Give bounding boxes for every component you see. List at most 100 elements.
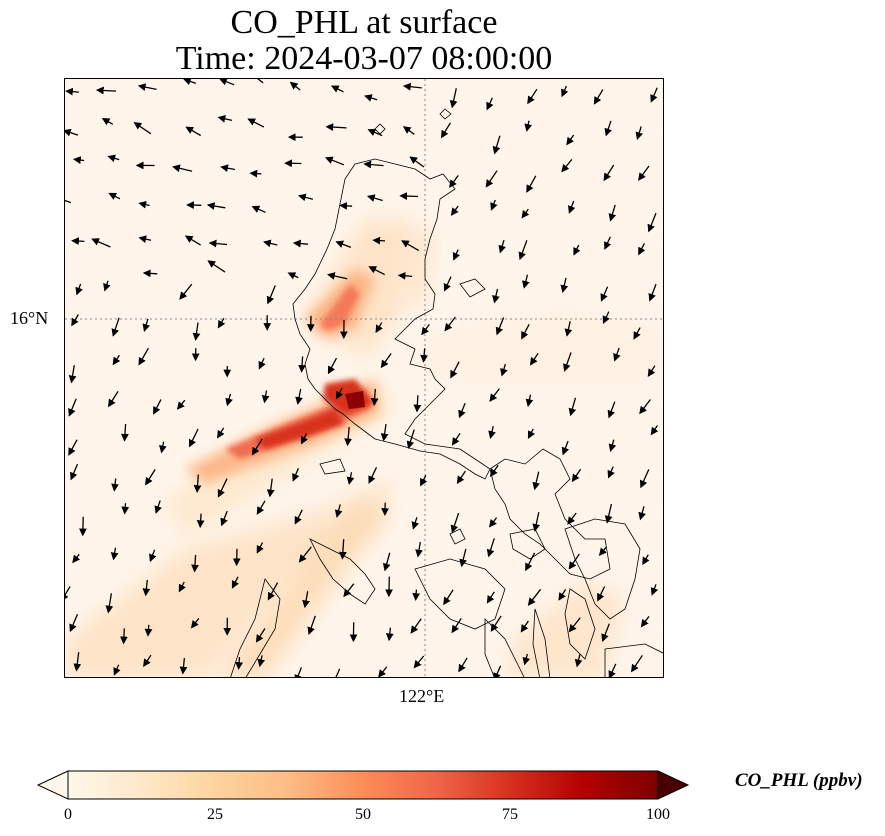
wind-vector-arrow bbox=[287, 272, 299, 280]
wind-vector-arrow bbox=[75, 283, 83, 296]
wind-vector-arrow bbox=[292, 239, 309, 248]
wind-vector-arrow bbox=[368, 467, 378, 484]
wind-vector-arrow bbox=[593, 89, 604, 105]
wind-vector-arrow bbox=[172, 164, 193, 173]
coastline-islet-2 bbox=[439, 108, 452, 120]
wind-vector-arrow bbox=[110, 547, 119, 561]
wind-vector-arrow bbox=[208, 239, 228, 248]
wind-vector-arrow bbox=[412, 589, 421, 601]
wind-vector-arrow bbox=[608, 204, 617, 222]
wind-vector-arrow bbox=[300, 433, 308, 445]
plume-east-luzon bbox=[415, 309, 663, 379]
plume-northeast bbox=[405, 229, 435, 309]
latitude-tick-label: 16°N bbox=[10, 308, 49, 328]
wind-vector-arrow bbox=[638, 243, 646, 256]
wind-vector-arrow bbox=[176, 399, 186, 410]
wind-vector-arrow bbox=[419, 474, 428, 487]
wind-vector-arrow bbox=[450, 512, 460, 534]
wind-vector-arrow bbox=[298, 356, 306, 373]
wind-vector-arrow bbox=[207, 260, 226, 273]
wind-vector-arrow bbox=[489, 464, 499, 477]
wind-vector-arrow bbox=[489, 517, 498, 528]
wind-vector-arrow bbox=[206, 202, 226, 210]
plume-manila-core bbox=[255, 409, 345, 449]
wind-vector-arrow bbox=[188, 428, 199, 448]
wind-vector-arrow bbox=[526, 175, 537, 193]
colorbar-title: CO_PHL (ppbv) bbox=[735, 770, 863, 791]
wind-vector-arrow bbox=[603, 164, 615, 182]
wind-vector-arrow bbox=[492, 288, 500, 304]
wind-vector-arrow bbox=[261, 390, 270, 404]
wind-vector-arrow bbox=[68, 398, 77, 417]
wind-vector-arrow bbox=[635, 126, 644, 141]
wind-vector-arrow bbox=[640, 616, 650, 628]
colorbar-tick-label: 100 bbox=[646, 806, 670, 823]
wind-vector-arrow bbox=[298, 546, 312, 563]
wind-vectors bbox=[65, 79, 659, 677]
wind-vector-arrow bbox=[335, 668, 341, 677]
wind-vector-arrow bbox=[440, 122, 451, 139]
wind-vector-arrow bbox=[633, 327, 641, 340]
wind-vector-arrow bbox=[413, 655, 425, 669]
wind-vector-arrow bbox=[421, 324, 430, 336]
wind-vector-arrow bbox=[598, 546, 607, 556]
concentration-field bbox=[65, 219, 663, 677]
wind-vector-arrow bbox=[113, 664, 121, 676]
wind-vector-arrow bbox=[639, 469, 650, 489]
wind-vector-arrow bbox=[257, 655, 266, 668]
wind-vector-arrow bbox=[120, 628, 128, 645]
wind-vector-arrow bbox=[364, 94, 378, 102]
wind-vector-arrow bbox=[121, 503, 130, 515]
wind-vector-arrow bbox=[561, 85, 569, 98]
colorbar-extend-min bbox=[36, 770, 69, 800]
wind-vector-arrow bbox=[370, 388, 379, 407]
wind-vector-arrow bbox=[532, 471, 540, 491]
coastline-masbate bbox=[509, 528, 546, 560]
wind-vector-arrow bbox=[330, 85, 344, 93]
wind-vector-arrow bbox=[334, 504, 343, 518]
wind-vector-arrow bbox=[601, 623, 610, 643]
wind-vector-arrow bbox=[65, 199, 72, 204]
wind-vector-arrow bbox=[294, 667, 303, 677]
wind-vector-arrow bbox=[597, 586, 606, 602]
wind-vector-arrow bbox=[111, 317, 120, 337]
wind-vector-arrow bbox=[486, 97, 494, 111]
wind-vector-arrow bbox=[604, 120, 612, 137]
wind-vector-arrow bbox=[490, 615, 502, 632]
wind-vector-arrow bbox=[522, 653, 531, 666]
wind-vector-arrow bbox=[648, 283, 657, 302]
wind-vector-arrow bbox=[500, 363, 508, 377]
wind-vector-arrow bbox=[378, 666, 388, 677]
wind-vector-arrow bbox=[138, 200, 150, 209]
wind-vector-arrow bbox=[650, 425, 659, 436]
wind-vector-arrow bbox=[266, 478, 275, 498]
wind-vector-arrow bbox=[527, 428, 535, 439]
wind-vector-arrow bbox=[402, 82, 422, 91]
wind-vector-arrow bbox=[71, 314, 79, 327]
wind-vector-arrow bbox=[235, 657, 243, 670]
coastline-leyte bbox=[564, 588, 596, 660]
wind-vector-arrow bbox=[368, 266, 385, 276]
wind-vector-arrow bbox=[385, 627, 394, 642]
wind-vector-arrow bbox=[489, 388, 500, 402]
wind-vector-arrow bbox=[458, 657, 468, 673]
wind-vector-arrow bbox=[608, 439, 617, 452]
coastline-palawan-north bbox=[230, 578, 281, 677]
wind-vector-arrow bbox=[529, 352, 539, 366]
wind-vector-arrow bbox=[367, 128, 383, 137]
coastline-bicol bbox=[489, 448, 611, 580]
wind-vector-arrow bbox=[325, 123, 347, 131]
wind-vector-arrow bbox=[558, 589, 567, 601]
wind-vector-arrow bbox=[397, 271, 413, 280]
wind-vector-arrow bbox=[375, 322, 383, 334]
wind-vector-arrow bbox=[600, 286, 609, 302]
wind-vector-arrow bbox=[91, 238, 111, 248]
colorbar bbox=[36, 770, 690, 800]
wind-vector-arrow bbox=[138, 235, 152, 244]
wind-vector-arrow bbox=[495, 317, 505, 336]
coastline-mindanao-north bbox=[604, 643, 663, 677]
wind-vector-arrow bbox=[409, 156, 425, 168]
wind-vector-arrow bbox=[399, 192, 419, 200]
wind-vector-arrow bbox=[568, 397, 577, 417]
wind-vector-arrow bbox=[217, 478, 228, 498]
